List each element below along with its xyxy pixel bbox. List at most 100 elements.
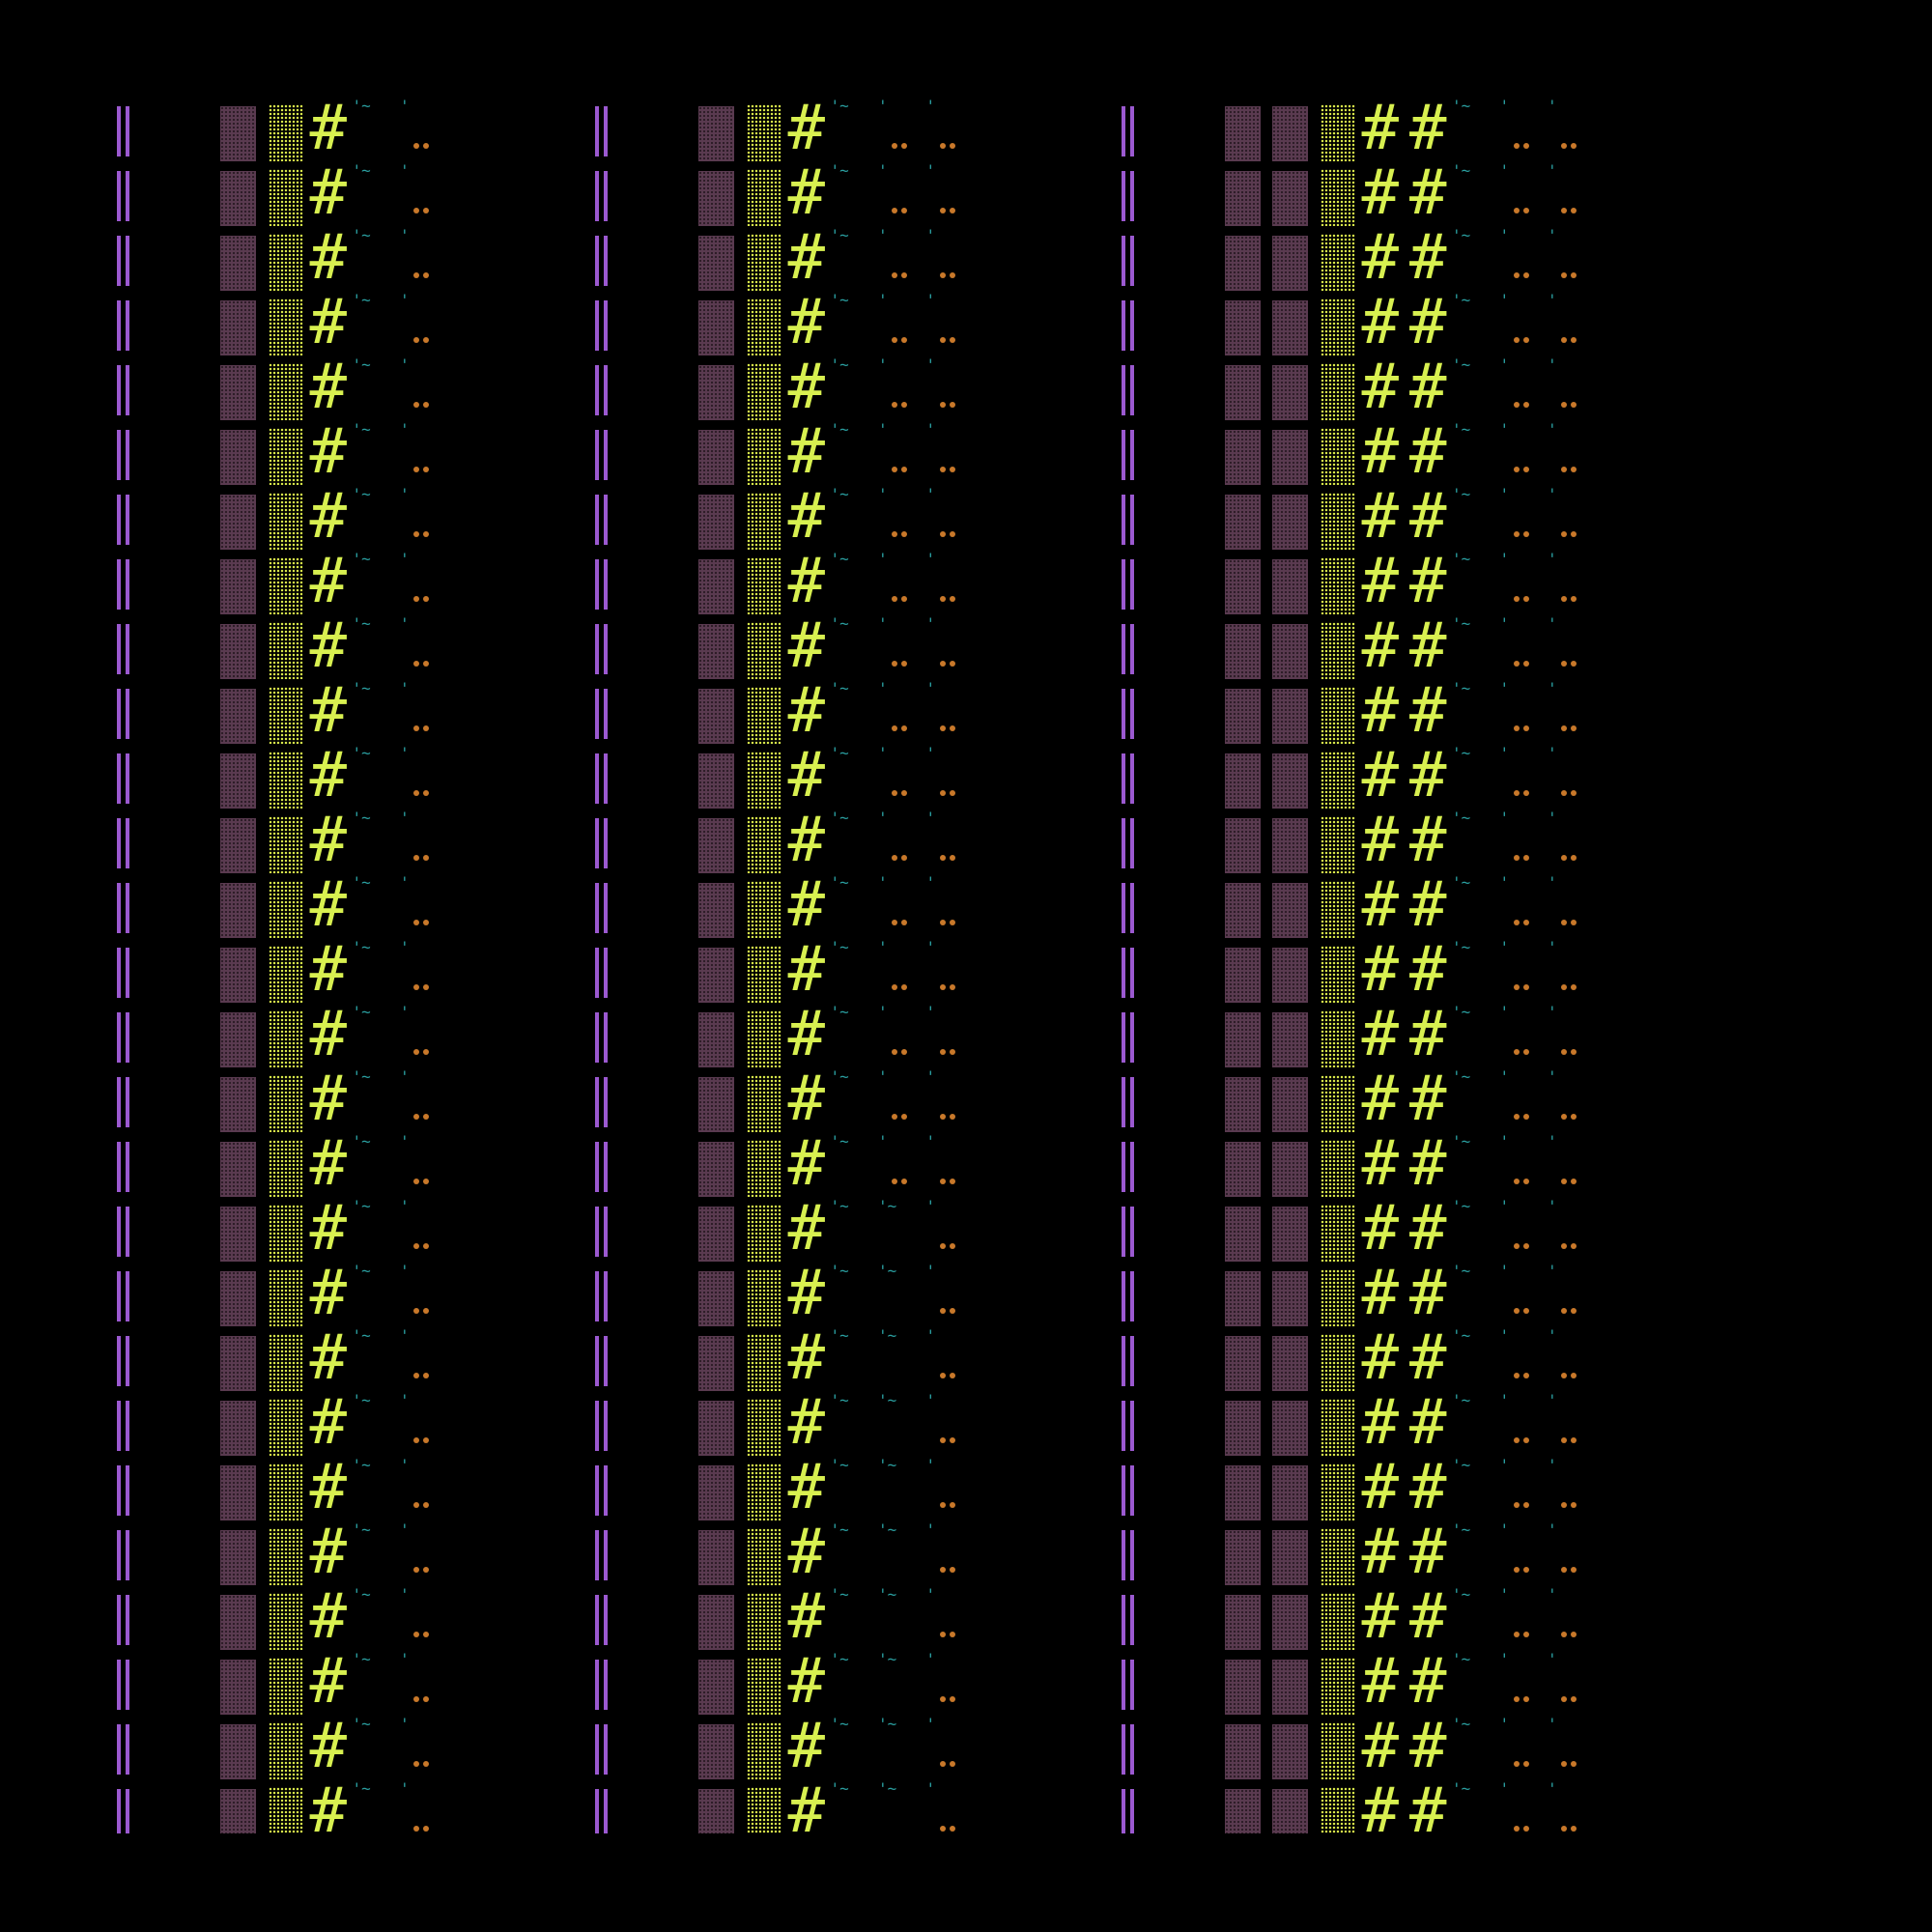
quote-tilde-glyph: '~ [830, 1003, 849, 1021]
hash-glyph: # [1361, 1064, 1400, 1135]
quote-dots-glyph: ' [926, 1003, 975, 1067]
shade-block-glyph [1213, 291, 1262, 355]
quote-dots-glyph: ' [926, 1391, 975, 1456]
quote-tilde-glyph: '~ [1452, 97, 1471, 115]
hash-glyph: # [309, 805, 348, 876]
quote-dots-glyph: ' [400, 1326, 448, 1391]
quote-dots-glyph: ' [878, 809, 926, 873]
dotted-block-glyph [1309, 1067, 1357, 1132]
quote-dots-glyph: ' [878, 420, 926, 485]
quote-dots-glyph: ' [400, 161, 448, 226]
quote-dots-glyph: ' [1548, 809, 1596, 873]
hash-glyph: # [1408, 1322, 1447, 1394]
quote-dots-glyph: ' [1500, 1326, 1548, 1391]
dotted-block-glyph [1309, 550, 1357, 614]
shade-block-glyph [687, 420, 735, 485]
shade-block-glyph [209, 873, 257, 938]
art-row: #'~'#'~''##'~''##'~'~'' [113, 550, 1835, 614]
quote-tilde-glyph: '~ [830, 614, 849, 633]
quote-tilde-glyph: '~ [830, 1391, 849, 1409]
double-bar-glyph [591, 355, 639, 420]
quote-dots-glyph: ' [878, 1132, 926, 1197]
shade-block-glyph [1261, 97, 1309, 161]
quote-dots-glyph: ' [1500, 1650, 1548, 1715]
quote-tilde-glyph: '~ [830, 97, 849, 115]
dotted-block-glyph [1309, 1132, 1357, 1197]
dotted-block-glyph [735, 1715, 783, 1779]
quote-tilde-glyph: '~ [352, 873, 371, 892]
shade-block-glyph [209, 1067, 257, 1132]
double-bar-glyph [1834, 938, 1835, 1003]
double-bar-glyph [113, 1003, 161, 1067]
dotted-block-glyph [1309, 744, 1357, 809]
shade-block-glyph [1213, 420, 1262, 485]
shade-block-glyph [209, 744, 257, 809]
hash-glyph: # [787, 546, 826, 617]
hash-glyph: # [787, 1193, 826, 1264]
double-bar-glyph [1834, 1262, 1835, 1326]
art-row: #'~'#'~''##'~''##'~'~'' [113, 1132, 1835, 1197]
dotted-block-glyph [1309, 614, 1357, 679]
hash-glyph: # [309, 1581, 348, 1653]
shade-block-glyph [209, 679, 257, 744]
dotted-block-glyph [257, 355, 305, 420]
double-bar-glyph [1834, 1585, 1835, 1650]
hash-glyph: # [1408, 97, 1447, 164]
dotted-block-glyph [257, 97, 305, 161]
double-bar-glyph [1834, 1456, 1835, 1520]
shade-block-glyph [1261, 1326, 1309, 1391]
double-bar-glyph [1834, 485, 1835, 550]
hash-glyph: # [1361, 1322, 1400, 1394]
double-bar-glyph [591, 1003, 639, 1067]
double-bar-glyph [591, 420, 639, 485]
shade-block-glyph [1261, 1715, 1309, 1779]
double-bar-glyph [591, 809, 639, 873]
hash-glyph: # [309, 97, 348, 164]
quote-dots-glyph: ' [926, 291, 975, 355]
hash-glyph: # [1408, 1258, 1447, 1329]
quote-dots-glyph: ' [1500, 291, 1548, 355]
quote-tilde-glyph: '~ [1452, 1067, 1471, 1086]
quote-tilde-glyph: '~ [1452, 1003, 1471, 1021]
quote-dots-glyph: ' [400, 679, 448, 744]
double-bar-glyph [1118, 1456, 1166, 1520]
dotted-block-glyph [1309, 1456, 1357, 1520]
double-bar-glyph [1118, 809, 1166, 873]
hash-glyph: # [1361, 1193, 1400, 1264]
hash-glyph: # [1361, 1258, 1400, 1329]
quote-dots-glyph: ' [1500, 420, 1548, 485]
hash-glyph: # [309, 1387, 348, 1459]
quote-tilde-glyph: '~ [878, 1715, 897, 1733]
quote-dots-glyph: ' [400, 1197, 448, 1262]
hash-glyph: # [787, 1064, 826, 1135]
hash-glyph: # [1408, 611, 1447, 682]
hash-glyph: # [1408, 546, 1447, 617]
quote-dots-glyph: ' [400, 1391, 448, 1456]
hash-glyph: # [309, 222, 348, 294]
quote-dots-glyph: ' [1548, 1520, 1596, 1585]
shade-block-glyph [687, 809, 735, 873]
shade-block-glyph [687, 1197, 735, 1262]
art-row: #'~'#'~''##'~''##'~'~'' [113, 809, 1835, 873]
double-bar-glyph [1118, 1391, 1166, 1456]
shade-block-glyph [1261, 355, 1309, 420]
shade-block-glyph [1213, 1520, 1262, 1585]
hash-glyph: # [1361, 1646, 1400, 1718]
shade-block-glyph [687, 938, 735, 1003]
quote-dots-glyph: ' [1500, 809, 1548, 873]
hash-glyph: # [787, 97, 826, 164]
dotted-block-glyph [257, 744, 305, 809]
dotted-block-glyph [257, 485, 305, 550]
shade-block-glyph [1261, 291, 1309, 355]
quote-dots-glyph: ' [1548, 1585, 1596, 1650]
double-bar-glyph [1834, 291, 1835, 355]
double-bar-glyph [1118, 226, 1166, 291]
shade-block-glyph [687, 679, 735, 744]
shade-block-glyph [1213, 161, 1262, 226]
quote-dots-glyph: ' [1500, 485, 1548, 550]
shade-block-glyph [1261, 485, 1309, 550]
quote-tilde-glyph: '~ [830, 679, 849, 697]
shade-block-glyph [1213, 1262, 1262, 1326]
quote-tilde-glyph: '~ [352, 1003, 371, 1021]
double-bar-glyph [591, 1585, 639, 1650]
